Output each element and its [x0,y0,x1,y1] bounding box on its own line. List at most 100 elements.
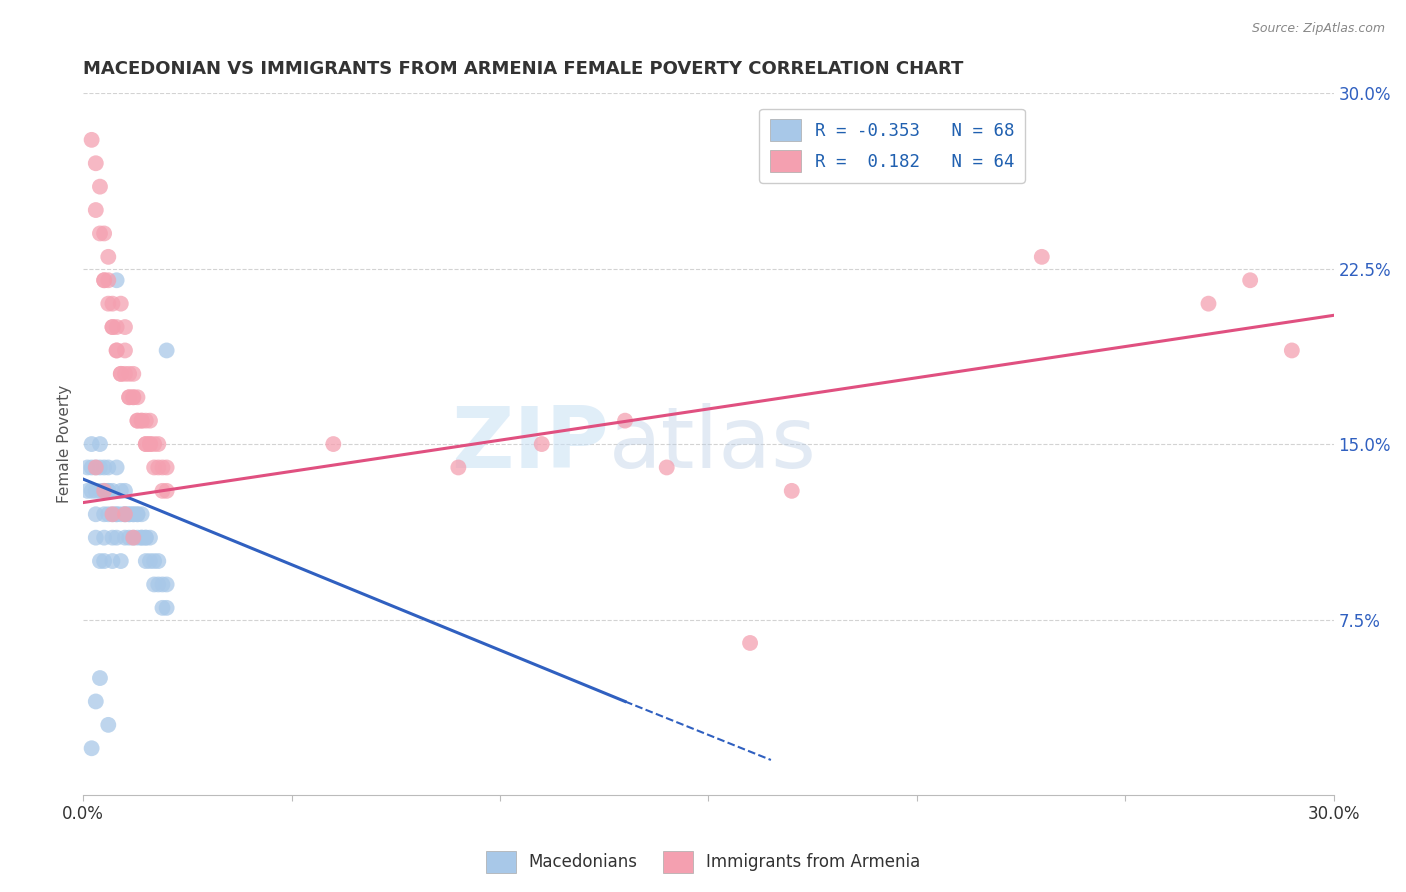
Point [143,460,166,475]
Point [1031,250,1053,264]
Point [80,437,103,451]
Point [131,531,153,545]
Point [84,460,107,475]
Point [101,320,124,334]
Point [105,460,128,475]
Point [97,718,120,732]
Point [105,273,128,287]
Text: ZIP: ZIP [451,402,609,485]
Point [152,600,174,615]
Point [80,483,103,498]
Point [97,460,120,475]
Point [105,508,128,522]
Point [101,483,124,498]
Point [118,508,141,522]
Point [127,531,149,545]
Point [84,531,107,545]
Point [127,414,149,428]
Point [89,460,111,475]
Point [89,179,111,194]
Point [447,460,470,475]
Point [101,531,124,545]
Point [101,508,124,522]
Point [114,508,136,522]
Point [135,531,157,545]
Point [84,156,107,170]
Point [156,343,179,358]
Point [139,554,162,568]
Point [97,296,120,310]
Point [114,483,136,498]
Point [156,577,179,591]
Point [122,390,145,404]
Text: Source: ZipAtlas.com: Source: ZipAtlas.com [1251,22,1385,36]
Point [93,483,115,498]
Point [655,460,678,475]
Point [101,296,124,310]
Point [110,508,132,522]
Point [156,600,179,615]
Point [131,508,153,522]
Point [93,554,115,568]
Point [114,320,136,334]
Point [97,250,120,264]
Point [131,531,153,545]
Point [89,671,111,685]
Point [127,508,149,522]
Point [148,554,170,568]
Point [135,437,157,451]
Point [93,227,115,241]
Point [156,483,179,498]
Point [89,437,111,451]
Point [135,414,157,428]
Point [93,531,115,545]
Point [80,460,103,475]
Point [93,460,115,475]
Point [148,437,170,451]
Point [76,483,98,498]
Point [143,554,166,568]
Point [127,414,149,428]
Point [114,367,136,381]
Text: MACEDONIAN VS IMMIGRANTS FROM ARMENIA FEMALE POVERTY CORRELATION CHART: MACEDONIAN VS IMMIGRANTS FROM ARMENIA FE… [83,60,963,78]
Point [93,273,115,287]
Point [122,390,145,404]
Point [530,437,553,451]
Y-axis label: Female Poverty: Female Poverty [58,385,72,503]
Point [110,554,132,568]
Point [105,320,128,334]
Point [93,273,115,287]
Point [118,531,141,545]
Point [122,367,145,381]
Point [80,741,103,756]
Point [152,577,174,591]
Point [135,554,157,568]
Point [110,367,132,381]
Point [118,367,141,381]
Point [143,437,166,451]
Point [89,554,111,568]
Point [84,460,107,475]
Point [738,636,761,650]
Legend: Macedonians, Immigrants from Armenia: Macedonians, Immigrants from Armenia [479,845,927,880]
Point [139,437,162,451]
Point [139,531,162,545]
Point [322,437,344,451]
Point [127,390,149,404]
Point [780,483,803,498]
Point [84,202,107,217]
Point [1239,273,1261,287]
Point [84,483,107,498]
Point [614,414,637,428]
Point [97,508,120,522]
Point [122,508,145,522]
Point [80,133,103,147]
Point [84,508,107,522]
Point [114,508,136,522]
Text: atlas: atlas [609,402,817,485]
Point [105,508,128,522]
Point [105,343,128,358]
Point [93,508,115,522]
Point [122,508,145,522]
Point [131,414,153,428]
